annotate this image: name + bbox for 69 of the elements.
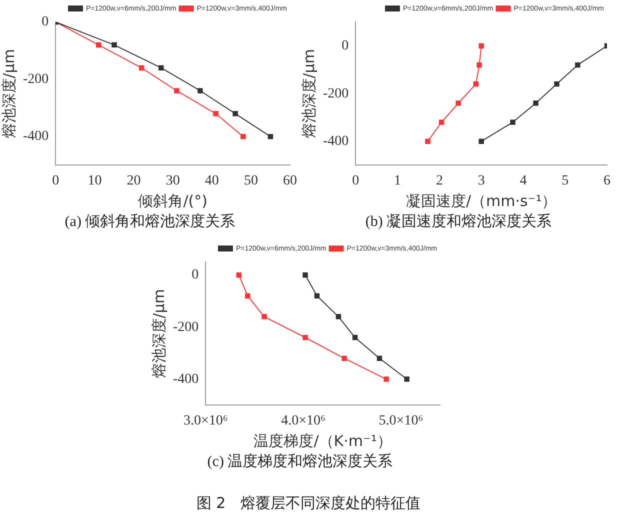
- x-tick-label: 0: [352, 173, 360, 188]
- caption: 图 2 熔覆层不同深度处的特征值: [195, 494, 422, 513]
- point: [302, 272, 308, 278]
- point: [268, 134, 274, 140]
- point: [342, 356, 347, 361]
- point: [232, 111, 238, 116]
- point: [96, 42, 102, 48]
- point: [262, 314, 267, 320]
- x-tick-label: 5.0×10⁶: [378, 413, 424, 428]
- point: [456, 100, 461, 106]
- point: [425, 138, 430, 144]
- point: [236, 272, 242, 278]
- point: [112, 42, 117, 48]
- y-axis-title: 熔池深度/μm: [300, 48, 318, 138]
- y-tick-label: -200: [22, 72, 49, 87]
- y-tick-label: -400: [322, 134, 349, 150]
- y-tick-label: 0: [192, 268, 199, 283]
- point: [158, 65, 164, 70]
- point: [245, 293, 250, 298]
- x-tick-label: 50: [244, 173, 258, 188]
- point: [198, 88, 203, 94]
- point: [213, 111, 218, 116]
- x-tick-label: 2: [436, 173, 443, 188]
- x-axis-title: 凝固速度/（mm·s⁻¹）: [406, 192, 557, 210]
- y-axis-title: 熔池深度/μm: [150, 288, 168, 378]
- point: [376, 356, 382, 361]
- y-tick-label: -400: [172, 372, 199, 387]
- y-tick-label: 0: [342, 38, 349, 54]
- x-tick-label: 4.0×10⁶: [281, 413, 326, 428]
- point: [478, 43, 484, 48]
- point: [336, 314, 342, 320]
- text: (a) 倾斜角和熔池深度关系: [64, 212, 236, 231]
- point: [138, 65, 144, 70]
- point: [240, 134, 246, 140]
- y-axis-title: 熔池深度/μm: [0, 48, 18, 138]
- point: [510, 120, 516, 125]
- y-tick-label: -400: [22, 129, 49, 144]
- text: (c) 温度梯度和熔池深度关系: [206, 452, 394, 471]
- x-tick-label: 3.0×10⁶: [184, 413, 228, 428]
- point: [575, 62, 580, 68]
- point: [478, 138, 484, 144]
- x-tick-label: 1: [394, 173, 402, 188]
- x-tick-label: 0: [52, 173, 60, 188]
- point: [438, 120, 444, 125]
- x-tick-label: 30: [166, 173, 180, 188]
- point: [404, 376, 410, 382]
- x-tick-label: 4: [520, 173, 527, 188]
- x-axis-title: 倾斜角/(°): [138, 192, 208, 210]
- x-axis-title: 温度梯度/（K·m⁻¹）: [254, 432, 392, 450]
- x-tick-label: 5: [562, 173, 569, 188]
- x-tick-label: 40: [204, 173, 219, 188]
- x-tick-label: 20: [126, 173, 141, 188]
- y-tick-label: 0: [42, 14, 49, 30]
- point: [533, 100, 538, 106]
- y-tick-label: -200: [172, 320, 199, 335]
- x-tick-label: 10: [88, 173, 102, 188]
- text: (b) 凝固速度和熔池深度关系: [364, 212, 553, 231]
- point: [302, 334, 308, 340]
- point: [554, 81, 560, 87]
- point: [476, 62, 482, 68]
- x-tick-label: 3: [478, 173, 485, 188]
- point: [314, 293, 320, 298]
- x-tick-label: 6: [604, 173, 610, 188]
- point: [384, 376, 389, 382]
- x-tick-label: 60: [283, 173, 297, 188]
- point: [352, 334, 358, 340]
- point: [174, 88, 180, 94]
- y-tick-label: -200: [322, 86, 349, 102]
- point: [473, 81, 479, 87]
